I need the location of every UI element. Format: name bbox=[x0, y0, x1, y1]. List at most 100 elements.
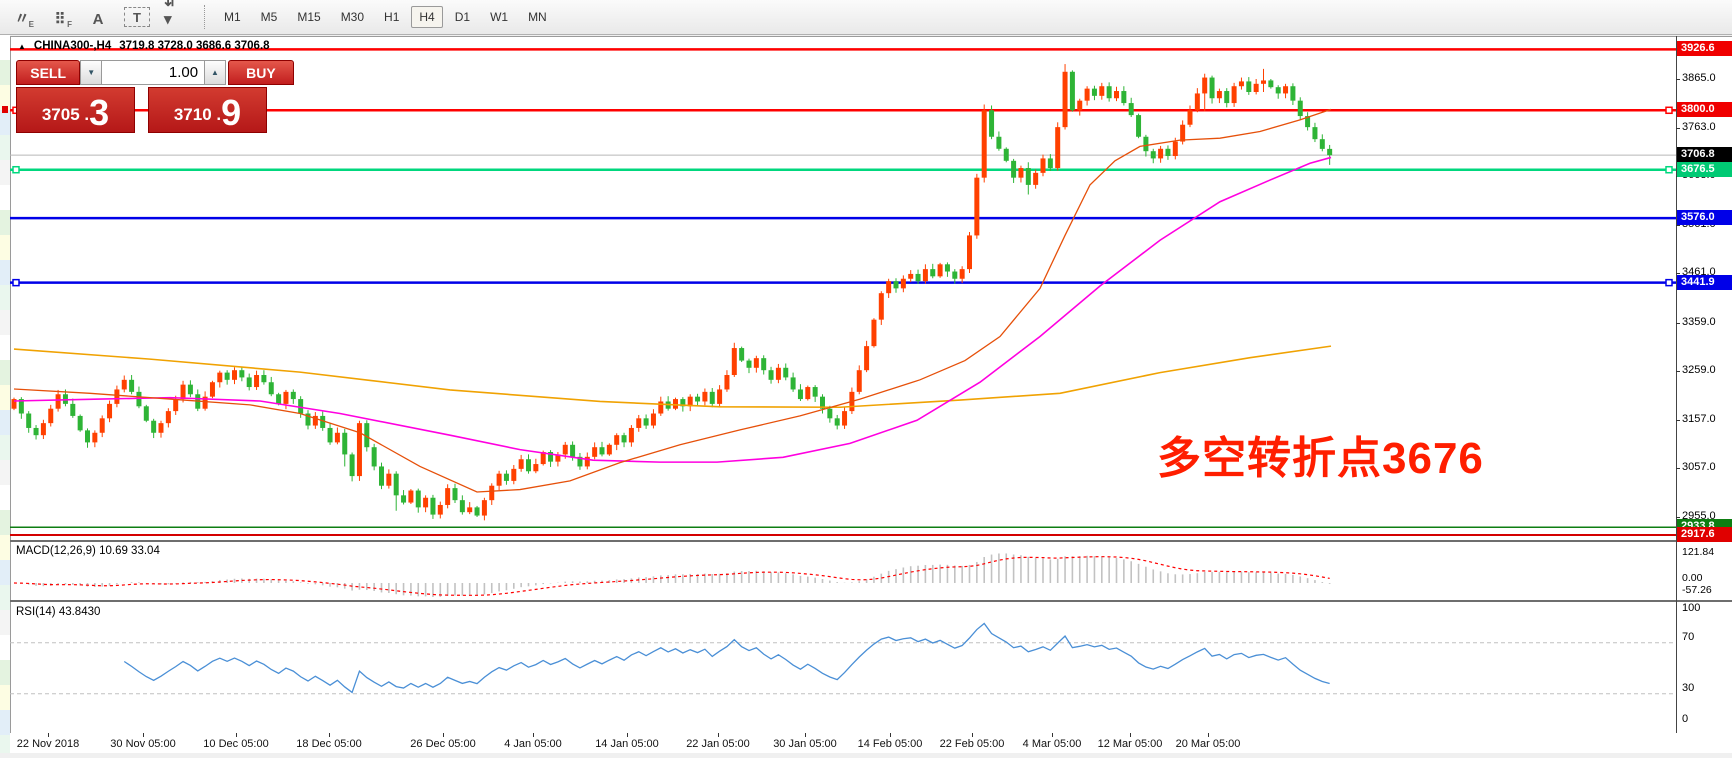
line-handle[interactable] bbox=[12, 278, 20, 287]
time-axis[interactable]: 22 Nov 2018 30 Nov 05:00 10 Dec 05:00 18 De… bbox=[10, 733, 1732, 753]
line-handle[interactable] bbox=[1665, 106, 1673, 115]
candle-body bbox=[232, 370, 237, 380]
macd-label: MACD(12,26,9) 10.69 33.04 bbox=[16, 545, 160, 557]
time-label: 30 Jan 05:00 bbox=[773, 738, 837, 750]
market-watch-row-edge bbox=[0, 310, 10, 335]
candle-body bbox=[55, 394, 61, 409]
rsi-axis-label: 70 bbox=[1682, 631, 1695, 643]
candle-body bbox=[386, 473, 392, 486]
candle-body bbox=[312, 415, 318, 426]
snap-grid-icon[interactable]: ⠿ F bbox=[54, 11, 73, 29]
symbol-marker-icon: ▲ bbox=[18, 41, 26, 51]
candle-body bbox=[379, 466, 384, 486]
market-watch-row-edge bbox=[0, 135, 10, 160]
line-handle[interactable] bbox=[12, 165, 20, 174]
candle-body bbox=[1283, 86, 1289, 94]
candle-body bbox=[1180, 124, 1186, 142]
candle-body bbox=[761, 358, 767, 371]
sell-button[interactable]: SELL bbox=[16, 60, 81, 85]
candle-body bbox=[371, 447, 377, 467]
candle-body bbox=[1216, 91, 1222, 99]
timeframe-button-h1[interactable]: H1 bbox=[384, 10, 400, 24]
candle-body bbox=[1150, 151, 1156, 159]
price-tick-mark bbox=[1676, 517, 1680, 518]
timeframe-button-w1[interactable]: W1 bbox=[490, 10, 509, 24]
market-watch-row-edge bbox=[0, 610, 10, 635]
timeframe-button-d1[interactable]: D1 bbox=[454, 10, 471, 24]
rsi-axis-label: 30 bbox=[1682, 682, 1695, 694]
text-label-icon[interactable]: A bbox=[92, 11, 104, 28]
candle-body bbox=[48, 408, 54, 424]
candle-body bbox=[746, 360, 752, 368]
macd-axis-label: 0.00 bbox=[1682, 572, 1703, 584]
candle-body bbox=[687, 396, 693, 407]
price-tick-mark bbox=[1676, 79, 1680, 80]
market-watch-row-edge bbox=[0, 410, 10, 435]
line-handle[interactable] bbox=[1665, 278, 1673, 287]
market-watch-row-edge bbox=[0, 210, 10, 235]
line-handle[interactable] bbox=[1665, 165, 1673, 174]
time-label: 22 Jan 05:00 bbox=[686, 738, 750, 750]
candle-body bbox=[614, 435, 620, 445]
price-tick-mark bbox=[1676, 176, 1680, 178]
macd-panel-divider[interactable] bbox=[10, 540, 1732, 542]
timeframe-button-mn[interactable]: MN bbox=[528, 10, 547, 24]
candle-body bbox=[459, 500, 465, 513]
candle-body bbox=[555, 454, 561, 462]
rsi-indicator-panel[interactable] bbox=[10, 602, 1676, 733]
buy-button[interactable]: BUY bbox=[227, 60, 295, 85]
time-label: 12 Mar 05:00 bbox=[1097, 738, 1163, 750]
candle-body bbox=[1025, 168, 1031, 185]
ma-gold[interactable] bbox=[13, 345, 1332, 409]
snap-grid-icon-sub: F bbox=[67, 20, 72, 29]
time-tick-mark bbox=[48, 733, 49, 737]
candle-body bbox=[430, 497, 436, 515]
candle-body bbox=[26, 413, 32, 428]
candle-body bbox=[70, 403, 76, 416]
candle-body bbox=[577, 456, 583, 467]
arrange-arrows-icon[interactable]: ⇵ ▾ bbox=[164, 0, 177, 28]
candle-body bbox=[731, 348, 737, 376]
timeframe-button-m30[interactable]: M30 bbox=[340, 10, 365, 24]
volume-increase-button[interactable]: ▲ bbox=[204, 60, 226, 85]
price-tick-mark bbox=[1676, 273, 1680, 275]
candle-body bbox=[334, 432, 340, 443]
ma-fast-red[interactable] bbox=[13, 108, 1332, 493]
timeframe-button-m5[interactable]: M5 bbox=[260, 10, 278, 24]
candle-body bbox=[437, 504, 443, 515]
text-box-icon[interactable]: T bbox=[124, 7, 150, 27]
market-watch-edge bbox=[0, 35, 10, 758]
timeframe-button-m1[interactable]: M1 bbox=[224, 10, 241, 24]
rsi-panel-divider[interactable] bbox=[10, 600, 1732, 602]
candle-body bbox=[1319, 139, 1325, 149]
timeframe-button-h4[interactable]: H4 bbox=[411, 6, 443, 28]
candle-body bbox=[768, 370, 774, 380]
volume-decrease-button[interactable]: ▼ bbox=[80, 60, 103, 85]
sell-price-box[interactable]: 3705 . 3 bbox=[16, 87, 135, 133]
indicators-icon[interactable]: 〃 E bbox=[14, 10, 34, 29]
main-price-chart[interactable] bbox=[10, 36, 1676, 540]
candle-body bbox=[695, 396, 701, 402]
macd-indicator-panel[interactable] bbox=[10, 542, 1676, 600]
candle-body bbox=[1268, 80, 1274, 88]
candle-body bbox=[680, 399, 686, 407]
candle-body bbox=[584, 456, 590, 467]
candle-body bbox=[320, 415, 326, 428]
candle-body bbox=[959, 269, 965, 279]
rsi-axis-label: 100 bbox=[1682, 602, 1701, 614]
candle-body bbox=[592, 447, 598, 457]
window-bottom-edge bbox=[0, 753, 1732, 758]
volume-input[interactable] bbox=[102, 60, 205, 85]
buy-price-box[interactable]: 3710 . 9 bbox=[148, 87, 267, 133]
candle-body bbox=[503, 473, 509, 481]
market-watch-row-edge bbox=[0, 360, 10, 385]
buy-price: 3710 . bbox=[173, 105, 222, 124]
sell-price: 3705 . bbox=[41, 105, 90, 124]
candle-body bbox=[864, 346, 870, 371]
candle-body bbox=[820, 396, 825, 409]
candle-body bbox=[40, 423, 46, 436]
time-tick-mark bbox=[533, 733, 534, 737]
ma-magenta[interactable] bbox=[13, 156, 1332, 463]
timeframe-button-m15[interactable]: M15 bbox=[297, 10, 321, 24]
chart-annotation-text: 多空转折点3676 bbox=[1157, 434, 1484, 483]
